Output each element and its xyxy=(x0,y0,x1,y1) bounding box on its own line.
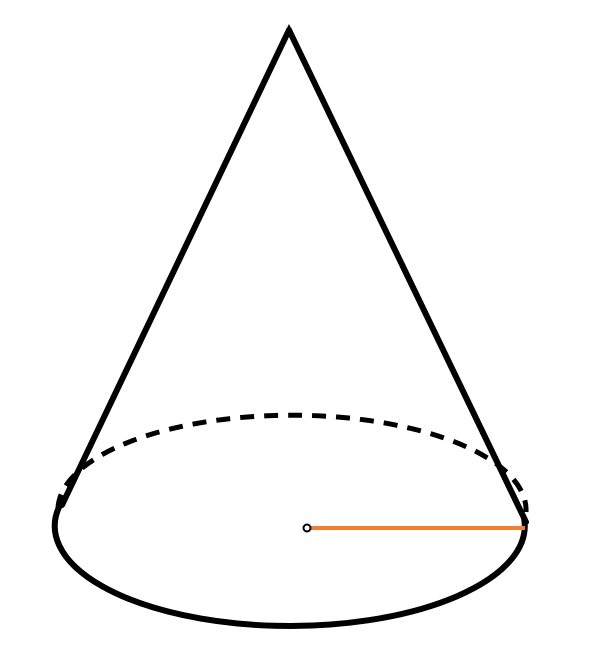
cone-apex xyxy=(284,24,294,34)
cone-base-front-edge xyxy=(51,503,528,630)
cone-left-slant-edge xyxy=(59,27,292,508)
cone-right-slant-edge xyxy=(286,27,529,525)
base-center-point xyxy=(302,523,312,533)
cone-base-back-edge xyxy=(55,412,529,513)
